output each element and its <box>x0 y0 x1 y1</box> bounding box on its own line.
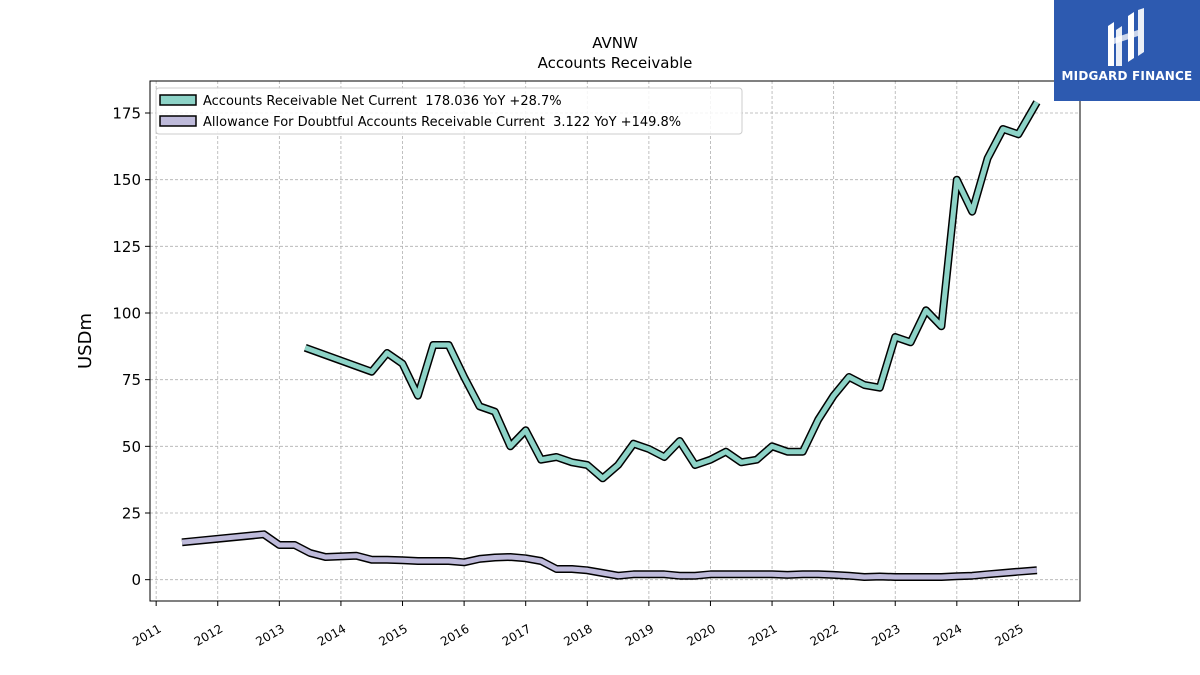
legend: Accounts Receivable Net Current 178.036 … <box>155 87 743 135</box>
plot-frame <box>149 80 1081 602</box>
legend-label-2: Allowance For Doubtful Accounts Receivab… <box>203 115 681 130</box>
legend-box <box>155 87 743 135</box>
x-tick-label: 2025 <box>992 621 1025 648</box>
x-tick-label: 2013 <box>253 621 286 648</box>
chart-title: AVNW <box>592 34 638 52</box>
y-tick-label: 25 <box>122 505 141 523</box>
y-axis-label: USDm <box>75 313 96 369</box>
x-tick-label: 2018 <box>561 621 594 648</box>
legend-label-1: Accounts Receivable Net Current 178.036 … <box>203 94 562 109</box>
x-tick-label: 2017 <box>500 621 533 648</box>
logo-text: MIDGARD FINANCE <box>1061 69 1193 83</box>
legend-swatch-2 <box>159 115 197 127</box>
x-tick-label: 2024 <box>931 621 964 648</box>
grid <box>150 81 1080 601</box>
chart-subtitle: Accounts Receivable <box>538 54 693 72</box>
x-tick-label: 2019 <box>623 621 656 648</box>
y-tick-label: 75 <box>122 371 141 389</box>
x-tick-label: 2020 <box>685 621 718 648</box>
x-tick-label: 2023 <box>869 621 902 648</box>
x-tick-label: 2015 <box>377 621 410 648</box>
x-tick-label: 2021 <box>746 621 779 648</box>
y-tick-label: 100 <box>112 305 141 323</box>
series-line-2 <box>181 531 1038 580</box>
x-tick-label: 2022 <box>808 621 841 648</box>
y-tick-label: 0 <box>131 571 141 589</box>
logo-mark-icon <box>1108 8 1144 66</box>
y-tick-label: 125 <box>112 238 141 256</box>
y-tick-label: 175 <box>112 105 141 123</box>
x-tick-label: 2014 <box>315 621 348 648</box>
x-tick-label: 2012 <box>192 621 225 648</box>
brand-logo: MIDGARD FINANCE <box>1054 0 1200 101</box>
series-outline-1 <box>303 100 1041 483</box>
series-line-1 <box>304 101 1040 481</box>
series-outline-2 <box>181 530 1038 581</box>
x-tick-label: 2016 <box>438 621 471 648</box>
x-tick-label: 2011 <box>130 621 163 648</box>
y-tick-label: 150 <box>112 171 141 189</box>
y-tick-label: 50 <box>122 438 141 456</box>
series-layer <box>181 100 1041 581</box>
legend-swatch-1 <box>159 94 197 106</box>
